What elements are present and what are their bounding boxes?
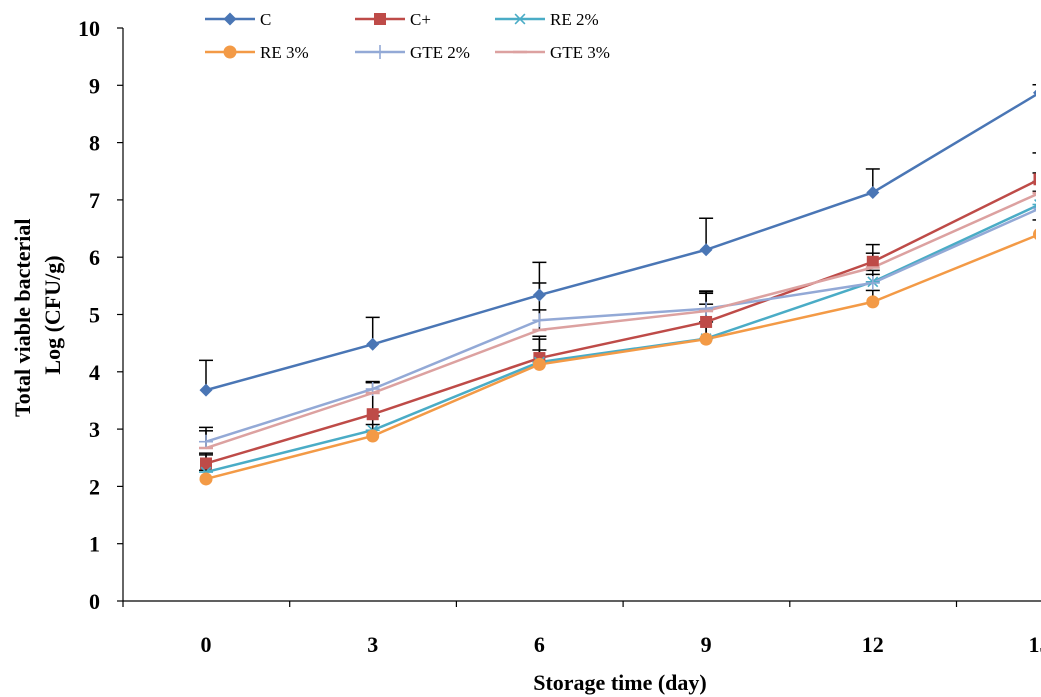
data-point-c-1 — [366, 408, 379, 421]
y-axis-title: Total viable bacterial Log (CFU/g) — [10, 213, 65, 417]
tick-marks: 01234567891003691215 — [78, 16, 1041, 657]
y-tick-label: 5 — [89, 303, 100, 328]
legend-label: C+ — [410, 10, 431, 29]
data-point-gte-2-0 — [199, 434, 213, 449]
y-axis-title-line1: Total viable bacterial — [10, 219, 35, 417]
y-tick-label: 10 — [78, 16, 100, 41]
data-point-legend-c — [374, 13, 386, 25]
error-bar-gte-2--5 — [1032, 190, 1036, 193]
legend-item-re-3: RE 3% — [205, 43, 309, 62]
error-bars — [199, 83, 1036, 479]
data-point-gte-2-5 — [1032, 207, 1036, 210]
legend-label: C — [260, 10, 271, 29]
x-tick-label: 0 — [201, 632, 212, 657]
error-bar-c-5 — [1032, 83, 1036, 86]
data-point-c-0 — [200, 457, 212, 470]
x-tick-label: 9 — [701, 632, 712, 657]
y-tick-label: 4 — [89, 360, 100, 385]
y-tick-label: 6 — [89, 245, 100, 270]
x-tick-label: 12 — [862, 632, 884, 657]
data-point-c-4 — [866, 185, 880, 199]
data-point-c-5 — [1033, 173, 1036, 186]
data-point-c-5 — [1033, 89, 1036, 96]
error-bar-gte-3--5 — [1032, 172, 1036, 174]
series-line-gte-3 — [205, 193, 1036, 450]
series-line-re-2 — [205, 204, 1036, 474]
data-point-re-3-3 — [699, 332, 713, 346]
series-line-re-3 — [205, 234, 1036, 481]
legend-item-c: C — [205, 10, 271, 29]
data-point-gte-2-3 — [699, 301, 714, 316]
x-tick-label: 6 — [534, 632, 545, 657]
data-point-gte-2-4 — [865, 275, 880, 290]
legend-item-gte-3: GTE 3% — [495, 43, 610, 62]
legend-label: GTE 2% — [410, 43, 470, 62]
x-axis-title: Storage time (day) — [533, 670, 707, 695]
series-markers — [199, 89, 1036, 486]
data-point-re-3-0 — [199, 472, 213, 486]
data-point-re-2-5 — [1032, 199, 1036, 210]
data-point-legend-re-2 — [513, 13, 527, 25]
data-point-c-1 — [366, 337, 380, 351]
error-bar-re-3--5 — [1032, 219, 1036, 221]
x-tick-label: 3 — [367, 632, 378, 657]
series-line-gte-2 — [205, 208, 1036, 443]
data-point-re-3-1 — [366, 429, 380, 443]
data-point-re-3-5 — [1033, 228, 1036, 240]
legend-label: RE 3% — [260, 43, 309, 62]
y-tick-label: 9 — [89, 73, 100, 98]
y-tick-label: 2 — [89, 474, 100, 499]
data-point-legend-gte-2 — [373, 45, 387, 59]
legend-label: GTE 3% — [550, 43, 610, 62]
data-point-gte-2-2 — [532, 313, 547, 328]
data-point-c-2 — [532, 288, 546, 302]
series-lines — [205, 93, 1036, 481]
y-tick-label: 0 — [89, 589, 100, 614]
error-bar-c--5 — [1032, 152, 1036, 154]
data-point-c-4 — [866, 255, 879, 268]
data-point-c-0 — [199, 383, 213, 397]
axes — [122, 28, 1041, 602]
y-tick-label: 3 — [89, 417, 100, 442]
data-point-re-3-2 — [532, 357, 546, 371]
data-point-re-3-4 — [866, 295, 880, 309]
series-line-c — [205, 93, 1036, 392]
y-tick-label: 7 — [89, 188, 100, 213]
legend-item-re-2: RE 2% — [495, 10, 599, 29]
legend-label: RE 2% — [550, 10, 599, 29]
data-point-c-3 — [700, 315, 713, 328]
series-line-c — [205, 179, 1036, 465]
data-point-c-3 — [699, 243, 713, 257]
legend-item-gte-2: GTE 2% — [355, 43, 470, 62]
axis-titles: Storage time (day) Total viable bacteria… — [10, 213, 707, 695]
legend-item-c: C+ — [355, 10, 431, 29]
y-axis-title-line2: Log (CFU/g) — [40, 255, 65, 374]
y-tick-label: 1 — [89, 532, 100, 557]
legend: C C+ RE 2% RE 3% GTE 2% GTE 3% — [205, 10, 610, 62]
data-point-legend-re-3 — [223, 45, 237, 59]
data-point-legend-c — [223, 12, 237, 26]
x-tick-label: 15 — [1029, 632, 1041, 657]
y-tick-label: 8 — [89, 131, 100, 156]
